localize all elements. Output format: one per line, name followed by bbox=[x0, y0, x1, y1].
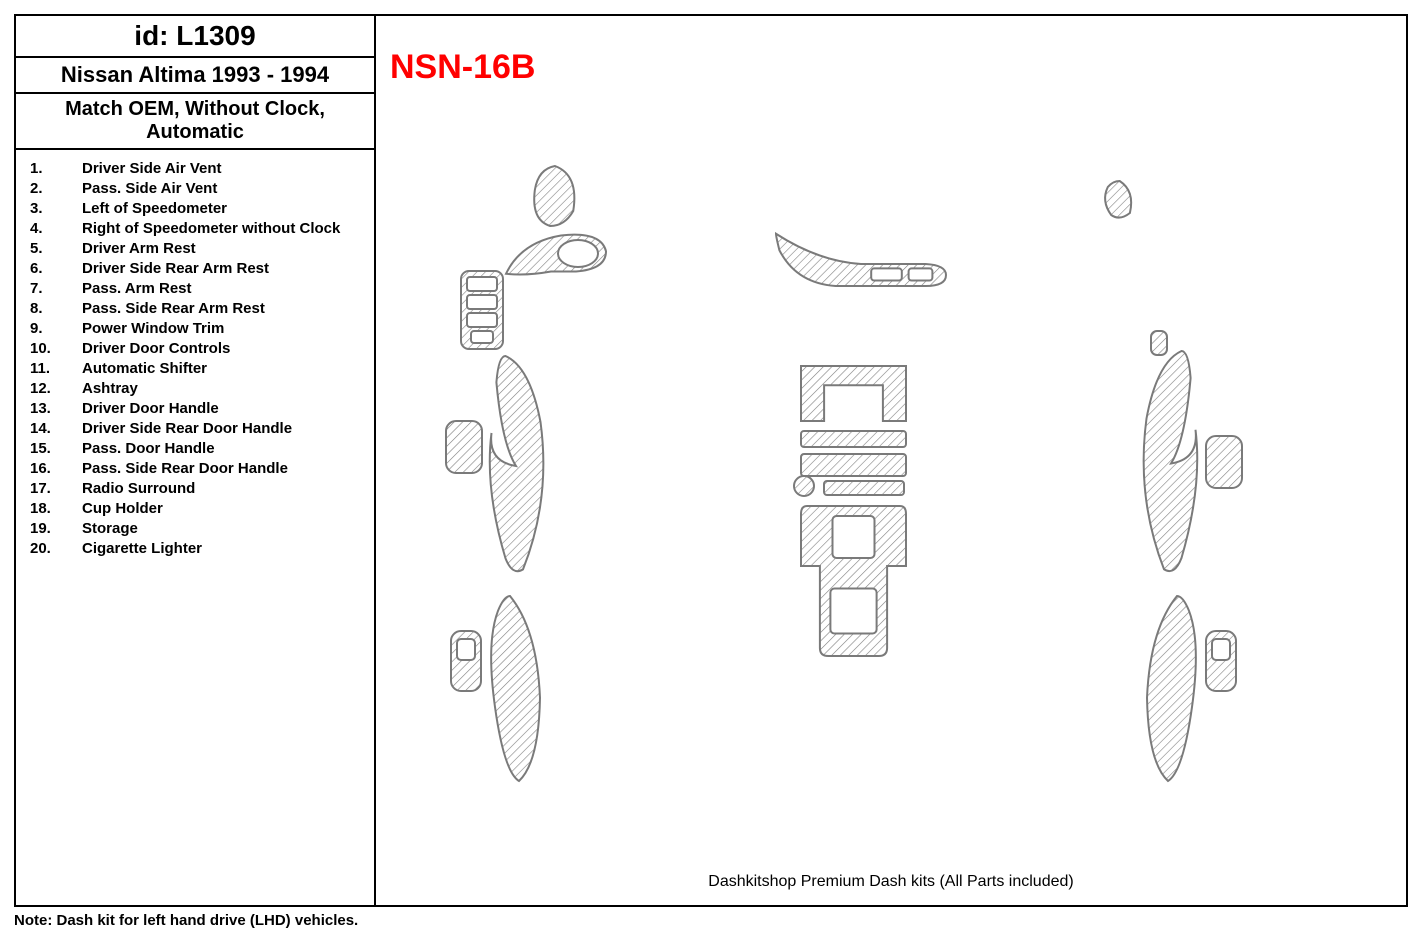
list-item: 14.Driver Side Rear Door Handle bbox=[24, 420, 366, 437]
list-item: 18.Cup Holder bbox=[24, 500, 366, 517]
footer-caption: Dashkitshop Premium Dash kits (All Parts… bbox=[376, 873, 1406, 891]
list-item: 2.Pass. Side Air Vent bbox=[24, 180, 366, 197]
diagram-svg bbox=[376, 16, 1406, 905]
part-label: Driver Side Rear Door Handle bbox=[82, 420, 366, 437]
part-number: 10. bbox=[24, 340, 82, 357]
list-item: 9.Power Window Trim bbox=[24, 320, 366, 337]
left-panel: id: L1309 Nissan Altima 1993 - 1994 Matc… bbox=[16, 16, 376, 905]
part-label: Pass. Side Rear Door Handle bbox=[82, 460, 366, 477]
list-item: 4.Right of Speedometer without Clock bbox=[24, 220, 366, 237]
part-label: Left of Speedometer bbox=[82, 200, 366, 217]
part-number: 12. bbox=[24, 380, 82, 397]
part-number: 9. bbox=[24, 320, 82, 337]
part-number: 6. bbox=[24, 260, 82, 277]
part-label: Driver Side Air Vent bbox=[82, 160, 366, 177]
list-item: 16.Pass. Side Rear Door Handle bbox=[24, 460, 366, 477]
list-item: 17.Radio Surround bbox=[24, 480, 366, 497]
vehicle-title: Nissan Altima 1993 - 1994 bbox=[16, 62, 374, 88]
part-label: Right of Speedometer without Clock bbox=[82, 220, 366, 237]
list-item: 8.Pass. Side Rear Arm Rest bbox=[24, 300, 366, 317]
list-item: 12.Ashtray bbox=[24, 380, 366, 397]
list-item: 7.Pass. Arm Rest bbox=[24, 280, 366, 297]
part-number: 7. bbox=[24, 280, 82, 297]
part-number: 19. bbox=[24, 520, 82, 537]
list-item: 19. Storage bbox=[24, 520, 366, 537]
footer-note: Note: Dash kit for left hand drive (LHD)… bbox=[14, 912, 358, 929]
list-item: 5.Driver Arm Rest bbox=[24, 240, 366, 257]
part-label: Driver Door Handle bbox=[82, 400, 366, 417]
part-number: 15. bbox=[24, 440, 82, 457]
part-number: 18. bbox=[24, 500, 82, 517]
part-label: Cigarette Lighter bbox=[82, 540, 366, 557]
part-number: 13. bbox=[24, 400, 82, 417]
part-number: 14. bbox=[24, 420, 82, 437]
part-number: 8. bbox=[24, 300, 82, 317]
list-item: 15.Pass. Door Handle bbox=[24, 440, 366, 457]
header-vehicle-box: Nissan Altima 1993 - 1994 bbox=[16, 58, 374, 94]
part-label: Ashtray bbox=[82, 380, 366, 397]
part-number: 4. bbox=[24, 220, 82, 237]
part-label: Power Window Trim bbox=[82, 320, 366, 337]
list-item: 11.Automatic Shifter bbox=[24, 360, 366, 377]
part-label: Driver Arm Rest bbox=[82, 240, 366, 257]
parts-list: 1.Driver Side Air Vent2.Pass. Side Air V… bbox=[16, 150, 374, 905]
part-label: Cup Holder bbox=[82, 500, 366, 517]
part-label: Automatic Shifter bbox=[82, 360, 366, 377]
part-number: 1. bbox=[24, 160, 82, 177]
part-label: Pass. Door Handle bbox=[82, 440, 366, 457]
list-item: 20.Cigarette Lighter bbox=[24, 540, 366, 557]
part-label: Radio Surround bbox=[82, 480, 366, 497]
part-label: Storage bbox=[82, 520, 366, 537]
variant-line-1: Match OEM, Without Clock, bbox=[16, 98, 374, 121]
part-number: 20. bbox=[24, 540, 82, 557]
list-item: 10.Driver Door Controls bbox=[24, 340, 366, 357]
part-number: 16. bbox=[24, 460, 82, 477]
list-item: 6.Driver Side Rear Arm Rest bbox=[24, 260, 366, 277]
part-label: Pass. Side Air Vent bbox=[82, 180, 366, 197]
list-item: 1.Driver Side Air Vent bbox=[24, 160, 366, 177]
list-item: 13.Driver Door Handle bbox=[24, 400, 366, 417]
variant-line-2: Automatic bbox=[16, 121, 374, 144]
part-number: 17. bbox=[24, 480, 82, 497]
part-number: 11. bbox=[24, 360, 82, 377]
diagram-area bbox=[376, 16, 1406, 905]
part-label: Driver Side Rear Arm Rest bbox=[82, 260, 366, 277]
part-label: Pass. Arm Rest bbox=[82, 280, 366, 297]
document-frame: id: L1309 Nissan Altima 1993 - 1994 Matc… bbox=[14, 14, 1408, 907]
header-id-box: id: L1309 bbox=[16, 16, 374, 58]
part-label: Pass. Side Rear Arm Rest bbox=[82, 300, 366, 317]
part-number: 2. bbox=[24, 180, 82, 197]
part-number: 3. bbox=[24, 200, 82, 217]
list-item: 3.Left of Speedometer bbox=[24, 200, 366, 217]
product-id: id: L1309 bbox=[16, 20, 374, 52]
part-label: Driver Door Controls bbox=[82, 340, 366, 357]
part-number: 5. bbox=[24, 240, 82, 257]
header-variant-box: Match OEM, Without Clock, Automatic bbox=[16, 94, 374, 150]
right-panel: NSN-16B Dashkitshop Premium Dash kits (A… bbox=[376, 16, 1406, 905]
